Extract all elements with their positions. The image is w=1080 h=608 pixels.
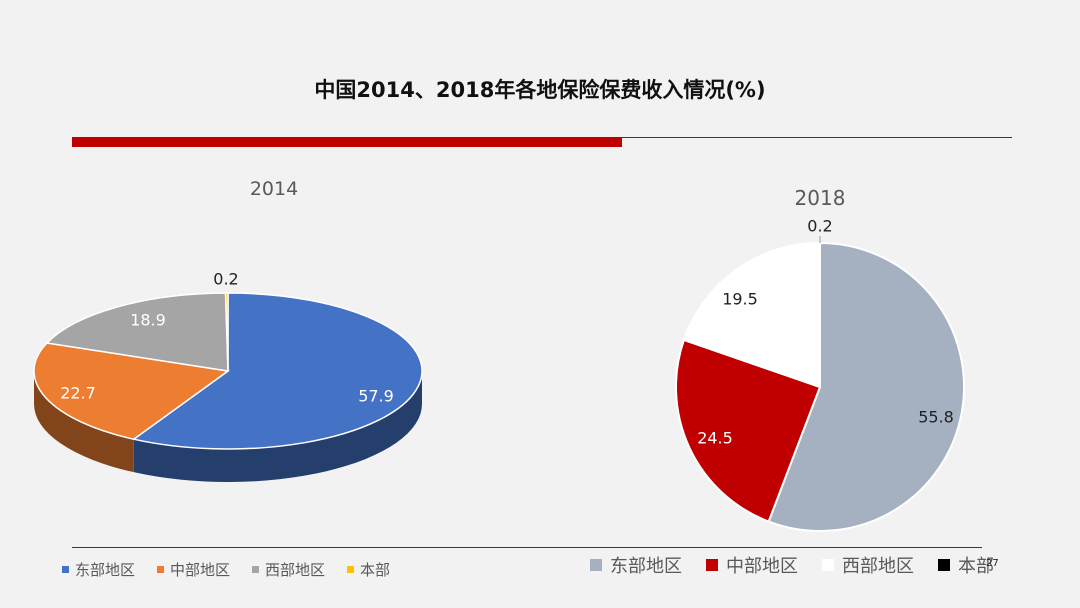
data-label: 19.5 bbox=[722, 290, 758, 309]
pie-slice bbox=[767, 241, 965, 532]
chart-2014-title: 2014 bbox=[249, 178, 299, 200]
legend-item: 本部 bbox=[347, 559, 390, 580]
pie-slice bbox=[224, 292, 229, 372]
legend-item: 西部地区 bbox=[252, 559, 325, 580]
title-accent-bar bbox=[72, 137, 622, 147]
legend-rule bbox=[72, 547, 982, 548]
legend-label: 西部地区 bbox=[842, 556, 914, 577]
legend-item: 东部地区 bbox=[590, 552, 682, 578]
legend-2014: 东部地区 中部地区 西部地区 本部 bbox=[62, 559, 412, 580]
legend-item: 中部地区 bbox=[157, 559, 230, 580]
data-label: 57.9 bbox=[358, 387, 394, 406]
data-label: 0.2 bbox=[807, 217, 832, 236]
data-label: 24.5 bbox=[697, 429, 733, 448]
legend-swatch bbox=[347, 566, 355, 573]
page-number: 27 bbox=[986, 558, 999, 569]
legend-item: 本部 bbox=[938, 552, 994, 578]
data-label: 22.7 bbox=[60, 384, 96, 403]
chart-2018-title: 2018 bbox=[794, 186, 846, 210]
legend-swatch bbox=[706, 559, 718, 571]
legend-label: 中部地区 bbox=[726, 556, 798, 577]
legend-label: 本部 bbox=[360, 561, 391, 579]
legend-label: 西部地区 bbox=[265, 561, 326, 579]
legend-label: 中部地区 bbox=[170, 561, 231, 579]
legend-swatch bbox=[157, 566, 165, 573]
pie-slice bbox=[45, 292, 229, 372]
legend-label: 本部 bbox=[958, 556, 994, 577]
data-label: 0.2 bbox=[213, 270, 238, 289]
pie-side-wall bbox=[133, 371, 422, 482]
legend-label: 东部地区 bbox=[75, 561, 136, 579]
slide-title: 中国2014、2018年各地保险保费收入情况(%) bbox=[314, 78, 766, 102]
pie-slice bbox=[675, 338, 822, 523]
pie-slice bbox=[33, 342, 230, 440]
pie-side-wall bbox=[34, 371, 134, 473]
legend-swatch bbox=[62, 566, 69, 573]
legend-2018: 东部地区 中部地区 西部地区 本部 bbox=[590, 552, 1018, 578]
legend-swatch bbox=[938, 559, 950, 571]
legend-swatch bbox=[822, 559, 834, 571]
legend-item: 东部地区 bbox=[62, 559, 135, 580]
legend-item: 中部地区 bbox=[706, 552, 798, 578]
legend-swatch bbox=[252, 566, 260, 573]
data-label: 55.8 bbox=[918, 408, 954, 427]
data-label: 18.9 bbox=[130, 311, 166, 330]
legend-label: 东部地区 bbox=[610, 556, 682, 577]
pie-slice bbox=[131, 292, 423, 450]
pie-slice bbox=[682, 241, 822, 389]
legend-item: 西部地区 bbox=[822, 552, 914, 578]
legend-swatch bbox=[590, 559, 602, 571]
